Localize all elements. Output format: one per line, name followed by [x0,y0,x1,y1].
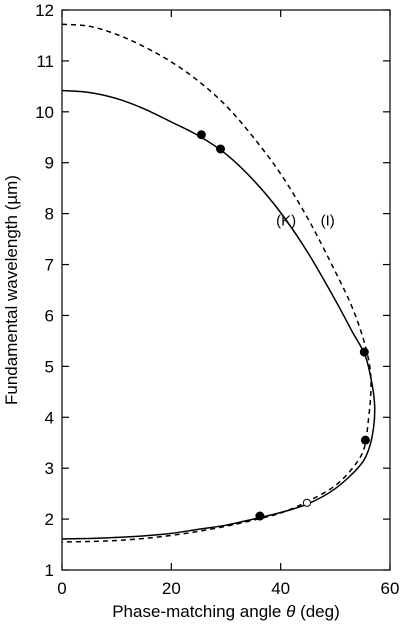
curve-annotations: (K) (I) [276,212,335,229]
y-tick-label-10: 10 [35,103,54,122]
series-line-0 [61,89,376,540]
x-axis-title: Phase-matching angle θ (deg) [112,602,340,621]
filled-marker-2 [359,347,369,357]
y-tick-label-9: 9 [45,154,54,173]
y-tick-label-2: 2 [45,510,54,529]
y-tick-label-5: 5 [45,357,54,376]
x-tick-label-40: 40 [271,579,290,598]
x-tick-label-0: 0 [57,579,66,598]
y-tick-label-1: 1 [45,561,54,580]
y-tick-label-4: 4 [45,408,54,427]
y-tick-label-6: 6 [45,306,54,325]
series-line-1 [61,23,372,543]
y-tick-label-11: 11 [36,52,54,71]
filled-marker-0 [196,130,206,140]
curves [61,23,376,543]
x-tick-label-20: 20 [162,579,181,598]
plot-frame [61,9,391,571]
theta-symbol: θ [286,602,296,621]
y-tick-label-7: 7 [45,256,54,275]
open-marker-0 [302,498,312,507]
filled-marker-3 [360,435,370,445]
y-tick-label-8: 8 [45,205,54,224]
data-markers [196,130,370,521]
curve-label-0: (K) [276,212,296,229]
y-axis-title: Fundamental wavelength (µm) [2,175,21,405]
curve-label-1: (I) [321,212,335,229]
y-tick-label-3: 3 [45,459,54,478]
filled-marker-4 [255,511,265,521]
filled-marker-1 [216,144,226,154]
y-tick-label-12: 12 [35,1,54,20]
x-tick-label-60: 60 [381,579,400,598]
